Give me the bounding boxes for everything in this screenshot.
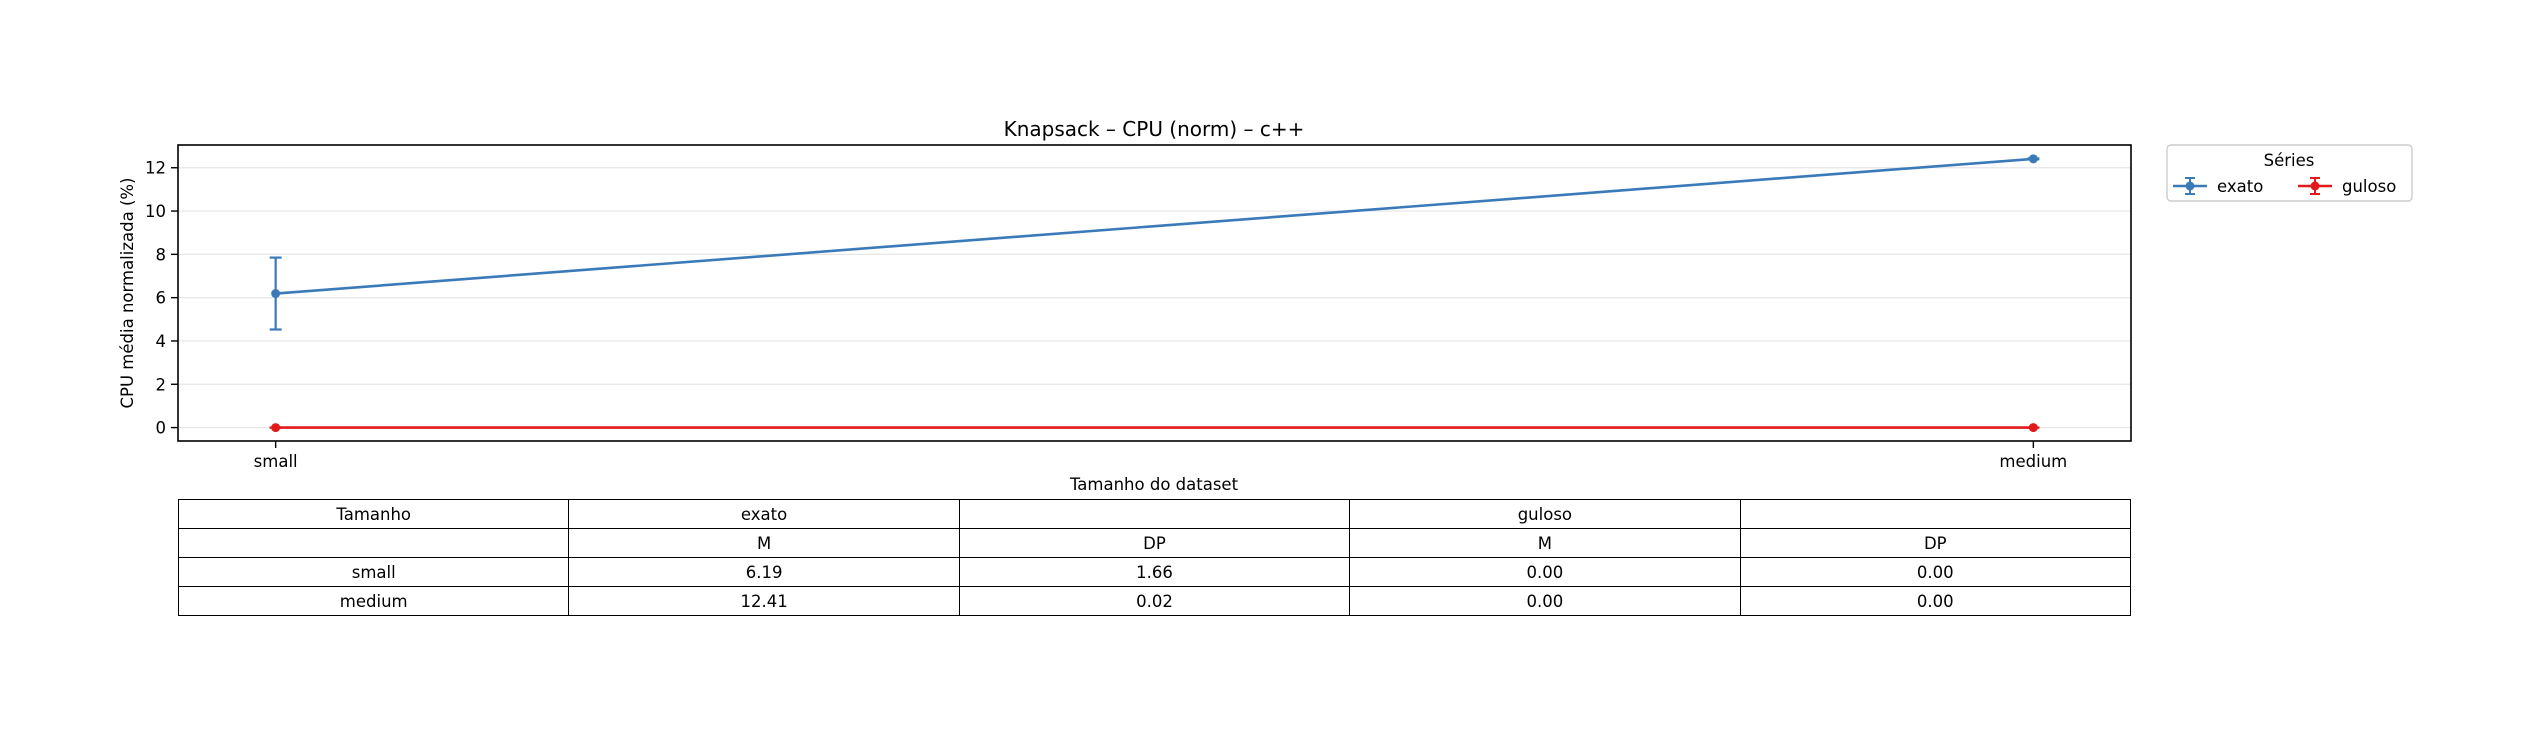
y-tick-label: 4 [156,332,167,351]
table-header-cell [1739,499,2132,529]
table-header-cell [958,499,1351,529]
data-point [2028,423,2038,433]
table-header-cell: guloso [1349,499,1741,529]
table-subheader-cell: DP [958,528,1351,558]
table-subheader-cell: M [568,528,960,558]
y-axis: 0 2 4 6 8 10 12 [145,159,178,438]
y-tick-label: 2 [156,375,167,394]
x-tick-label: medium [1999,452,2067,471]
y-tick-label: 12 [145,159,166,178]
y-tick-label: 10 [145,202,166,221]
legend-label: guloso [2342,177,2396,196]
table-cell: 12.41 [568,586,960,616]
legend-frame [2166,144,2413,202]
x-axis-label: Tamanho do dataset [1069,475,1239,494]
table-cell: 0.00 [1349,586,1741,616]
table-cell: 0.02 [958,586,1351,616]
legend-swatch-marker [2185,181,2195,191]
table-subheader-cell [177,528,570,558]
chart-title: Knapsack – CPU (norm) – c++ [1004,117,1305,141]
grid [178,167,2131,429]
table-cell: 0.00 [1349,557,1741,587]
table-header-cell: Tamanho [177,499,570,529]
table-cell: small [177,557,570,587]
table-row: medium 12.41 0.02 0.00 0.00 [177,586,2132,616]
x-axis: small medium [254,441,2067,471]
y-axis-label: CPU média normalizada (%) [118,178,137,409]
plot-series [269,154,2040,433]
table-cell: 0.00 [1739,557,2132,587]
plot-frame [177,144,2132,442]
legend-label: exato [2217,177,2263,196]
table-cell: 0.00 [1739,586,2132,616]
table-row: small 6.19 1.66 0.00 0.00 [177,557,2132,587]
data-point [271,423,281,433]
y-tick-label: 6 [156,289,167,308]
table-cell: 1.66 [958,557,1351,587]
y-tick-label: 0 [156,419,167,438]
table-cell: medium [177,586,570,616]
legend-swatch-marker [2310,181,2320,191]
table-subheader-cell: DP [1739,528,2132,558]
table-header-cell: exato [568,499,960,529]
data-point [2028,154,2038,164]
table-subheader-row: M DP M DP [177,528,2132,558]
series-line-exato [275,157,2034,295]
table-subheader-cell: M [1349,528,1741,558]
data-table: Tamanho exato guloso M DP M DP small 6.1… [177,499,2132,616]
y-tick-label: 8 [156,245,167,264]
table-cell: 6.19 [568,557,960,587]
data-point [271,289,281,299]
legend: Séries exato guloso [2166,144,2413,202]
table-header-row: Tamanho exato guloso [177,499,2132,529]
legend-title: Séries [2264,151,2315,170]
x-tick-label: small [254,452,298,471]
